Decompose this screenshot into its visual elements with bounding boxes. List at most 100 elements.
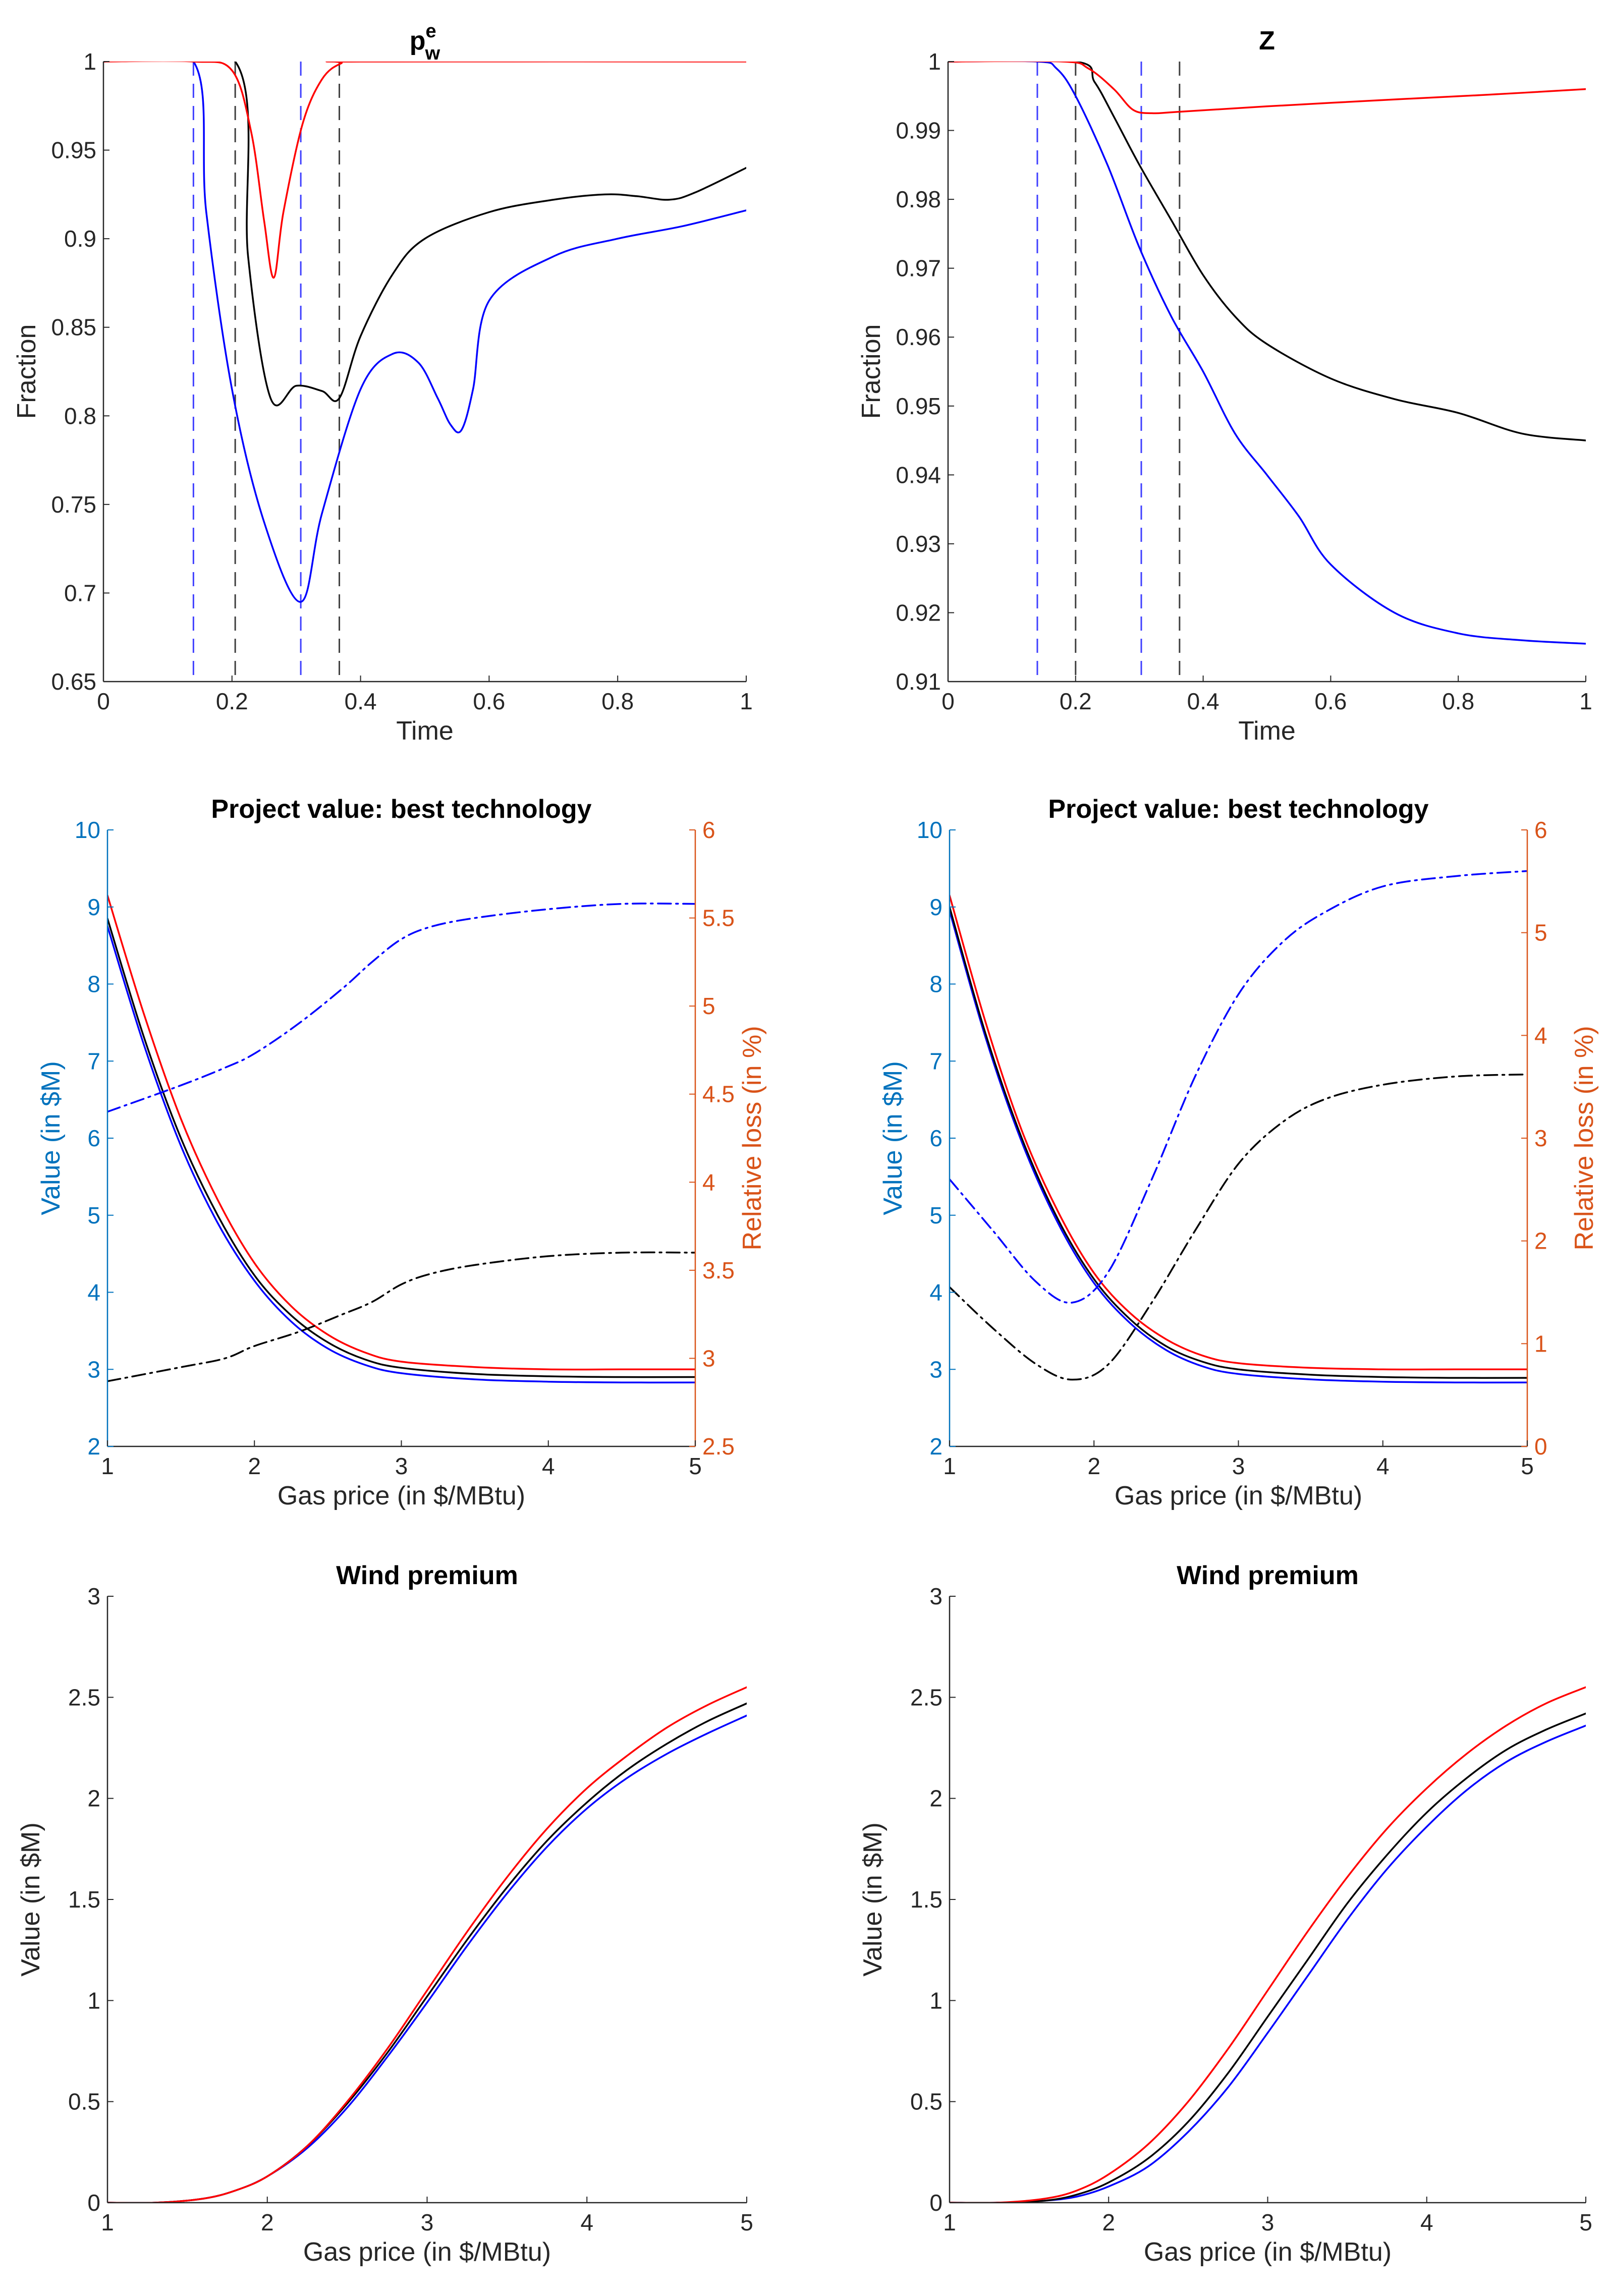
y-tick-label: 1.5 xyxy=(910,1886,942,1913)
y-tick-label: 3 xyxy=(929,1356,942,1382)
x-axis-label: Gas price (in $/MBtu) xyxy=(303,2237,551,2267)
y-axis-label: Value (in $M) xyxy=(16,1822,45,1976)
series-blue-line xyxy=(950,1724,1586,2203)
x-tick-label: 0.6 xyxy=(473,688,505,714)
chart-title: Wind premium xyxy=(336,1561,518,1590)
y-tick-label: 0.5 xyxy=(910,2089,942,2115)
y-tick-label: 0.94 xyxy=(896,462,941,488)
y2-tick-label: 2.5 xyxy=(702,1433,735,1460)
y2-tick-label: 6 xyxy=(702,817,715,843)
panel-p5: 1 2 3 4 5 0 0.5 1 1.5 2 2.5 3 Wind premium Gas price … xyxy=(16,1561,753,2267)
series-red-line xyxy=(948,62,1586,115)
x-tick-label: 3 xyxy=(421,2209,434,2235)
x-tick-label: 4 xyxy=(580,2209,593,2235)
y-axis-label: Fraction xyxy=(12,324,41,419)
y-tick-label: 2 xyxy=(87,1785,100,1812)
y2-tick-label: 5.5 xyxy=(702,905,735,931)
y-tick-label: 0.91 xyxy=(896,668,941,695)
y-tick-label: 0.96 xyxy=(896,324,941,350)
y-tick-label: 0 xyxy=(929,2190,942,2216)
panel-p6: 1 2 3 4 5 0 0.5 1 1.5 2 2.5 3 Wind premium Gas price … xyxy=(858,1561,1592,2267)
y2-tick-label: 2 xyxy=(1534,1228,1547,1254)
y2-tick-label: 5 xyxy=(1534,920,1547,946)
y2-tick-label: 5 xyxy=(702,993,715,1019)
x-tick-label: 1 xyxy=(740,688,753,714)
y-tick-label: 0.95 xyxy=(51,137,96,163)
x-tick-label: 4 xyxy=(1376,1453,1390,1479)
y2-tick-label: 1 xyxy=(1534,1330,1547,1357)
y-tick-label: 3 xyxy=(87,1583,100,1609)
y-tick-label: 1 xyxy=(929,1987,942,2013)
y-axis-label: Value (in $M) xyxy=(858,1822,888,1976)
x-tick-label: 2 xyxy=(261,2209,274,2235)
x-tick-label: 2 xyxy=(1102,2209,1115,2235)
y-tick-label: 5 xyxy=(929,1202,942,1228)
x-tick-label: 0.8 xyxy=(601,688,634,714)
y-tick-label: 0.93 xyxy=(896,531,941,557)
y-tick-label: 3 xyxy=(87,1356,100,1382)
y2-axis-label: Relative loss (in %) xyxy=(738,1026,767,1250)
y-tick-label: 8 xyxy=(929,971,942,997)
x-tick-label: 5 xyxy=(1521,1453,1534,1479)
series-blue-loss-line xyxy=(950,870,1527,1304)
series-blue-line xyxy=(950,910,1527,1384)
x-tick-label: 1 xyxy=(943,2209,956,2235)
x-tick-label: 1 xyxy=(101,2209,114,2235)
y-tick-label: 0.98 xyxy=(896,186,941,212)
x-tick-label: 2 xyxy=(1087,1453,1100,1479)
y-tick-label: 9 xyxy=(929,894,942,920)
y-tick-label: 0.92 xyxy=(896,599,941,626)
y-tick-label: 0.7 xyxy=(64,580,96,606)
panel-p1: 0 0.2 0.4 0.6 0.8 1 0.65 0.7 0.75 0.8 0.85 0.9 0.95 1… xyxy=(12,21,753,746)
y-tick-label: 0.9 xyxy=(64,226,96,252)
y2-tick-label: 3 xyxy=(702,1345,715,1371)
y-tick-label: 7 xyxy=(87,1048,100,1074)
series-red-line xyxy=(107,894,695,1371)
series-blue-line xyxy=(103,62,746,603)
x-tick-label: 3 xyxy=(1232,1453,1245,1479)
chart-title: Wind premium xyxy=(1177,1561,1359,1590)
series-blue-loss-line xyxy=(107,903,695,1113)
series-blue-line xyxy=(107,925,695,1384)
y-axis-label: Value (in $M) xyxy=(36,1061,66,1215)
y-tick-label: 1 xyxy=(83,48,96,75)
series-black-line xyxy=(107,1702,747,2203)
y-tick-label: 0.5 xyxy=(68,2089,100,2115)
y2-tick-label: 0 xyxy=(1534,1433,1547,1460)
y-tick-label: 0.75 xyxy=(51,491,96,518)
series-black-loss-line xyxy=(107,1251,695,1382)
y-tick-label: 7 xyxy=(929,1048,942,1074)
x-tick-label: 0 xyxy=(941,688,955,714)
x-tick-label: 4 xyxy=(1420,2209,1433,2235)
y-tick-label: 8 xyxy=(87,971,100,997)
y-tick-label: 0.99 xyxy=(896,118,941,144)
series-black-line xyxy=(950,906,1527,1379)
series-red-line xyxy=(103,62,746,279)
x-axis-label: Gas price (in $/MBtu) xyxy=(278,1481,525,1510)
y-tick-label: 1 xyxy=(928,48,941,75)
x-tick-label: 0.4 xyxy=(345,688,377,714)
x-tick-label: 4 xyxy=(542,1453,555,1479)
y-tick-label: 2 xyxy=(929,1785,942,1812)
x-tick-label: 0.6 xyxy=(1314,688,1347,714)
y-tick-label: 4 xyxy=(87,1279,100,1306)
y-tick-label: 5 xyxy=(87,1202,100,1228)
y2-tick-label: 3 xyxy=(1534,1125,1547,1151)
x-tick-label: 3 xyxy=(1261,2209,1274,2235)
x-tick-label: 0.8 xyxy=(1442,688,1474,714)
x-tick-label: 5 xyxy=(740,2209,753,2235)
y-axis-label: Value (in $M) xyxy=(878,1061,908,1215)
y2-tick-label: 3.5 xyxy=(702,1257,735,1283)
series-blue-line xyxy=(107,1714,747,2203)
chart-title: pe w xyxy=(410,21,440,64)
series-black-loss-line xyxy=(950,1073,1527,1381)
y2-tick-label: 4 xyxy=(702,1169,715,1195)
x-tick-label: 1 xyxy=(101,1453,114,1479)
y2-tick-label: 6 xyxy=(1534,817,1547,843)
chart-title: Project value: best technology xyxy=(1048,795,1428,824)
y2-tick-label: 4 xyxy=(1534,1022,1547,1048)
x-tick-label: 3 xyxy=(395,1453,408,1479)
x-tick-label: 5 xyxy=(689,1453,702,1479)
